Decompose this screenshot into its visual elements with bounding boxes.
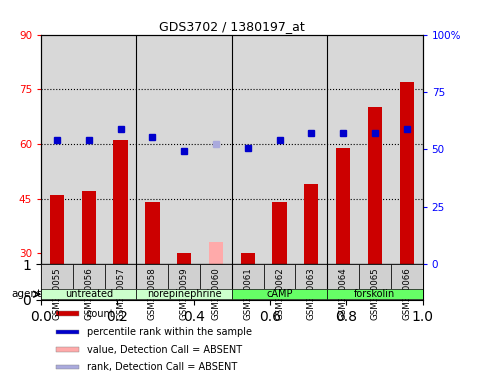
FancyBboxPatch shape	[391, 264, 423, 289]
FancyBboxPatch shape	[296, 264, 327, 289]
Bar	[82, 191, 96, 264]
FancyBboxPatch shape	[232, 264, 264, 289]
Text: count: count	[87, 309, 114, 319]
FancyBboxPatch shape	[105, 264, 137, 289]
Text: GSM310065: GSM310065	[370, 267, 380, 320]
Text: GSM310056: GSM310056	[84, 267, 93, 320]
FancyBboxPatch shape	[327, 264, 359, 289]
Text: rank, Detection Call = ABSENT: rank, Detection Call = ABSENT	[87, 362, 237, 372]
Bar	[368, 108, 382, 264]
Text: GSM310055: GSM310055	[53, 267, 61, 320]
FancyBboxPatch shape	[57, 329, 79, 334]
Bar	[177, 253, 191, 264]
Text: forskolin: forskolin	[355, 289, 396, 299]
Text: GSM310066: GSM310066	[402, 267, 411, 320]
FancyBboxPatch shape	[137, 264, 168, 289]
Text: norepinephrine: norepinephrine	[147, 289, 222, 299]
Bar	[399, 82, 414, 264]
Bar	[114, 140, 128, 264]
Bar	[272, 202, 287, 264]
Text: GSM310064: GSM310064	[339, 267, 348, 320]
Bar	[145, 202, 159, 264]
FancyBboxPatch shape	[137, 289, 232, 299]
Text: GSM310062: GSM310062	[275, 267, 284, 320]
Text: GSM310057: GSM310057	[116, 267, 125, 320]
FancyBboxPatch shape	[57, 311, 79, 316]
Bar	[209, 242, 223, 264]
FancyBboxPatch shape	[327, 289, 423, 299]
Text: GSM310059: GSM310059	[180, 267, 189, 319]
Text: cAMP: cAMP	[266, 289, 293, 299]
Text: agent: agent	[11, 289, 41, 299]
Bar	[336, 147, 350, 264]
FancyBboxPatch shape	[41, 264, 73, 289]
FancyBboxPatch shape	[57, 365, 79, 369]
Text: GSM310063: GSM310063	[307, 267, 316, 320]
FancyBboxPatch shape	[200, 264, 232, 289]
Text: value, Detection Call = ABSENT: value, Detection Call = ABSENT	[87, 344, 242, 354]
FancyBboxPatch shape	[57, 347, 79, 352]
Bar	[241, 253, 255, 264]
Text: untreated: untreated	[65, 289, 113, 299]
FancyBboxPatch shape	[359, 264, 391, 289]
FancyBboxPatch shape	[232, 289, 327, 299]
Text: GSM310060: GSM310060	[212, 267, 220, 320]
Title: GDS3702 / 1380197_at: GDS3702 / 1380197_at	[159, 20, 305, 33]
Text: GSM310058: GSM310058	[148, 267, 157, 320]
FancyBboxPatch shape	[264, 264, 296, 289]
Text: percentile rank within the sample: percentile rank within the sample	[87, 327, 252, 337]
Bar	[304, 184, 318, 264]
FancyBboxPatch shape	[168, 264, 200, 289]
FancyBboxPatch shape	[41, 289, 137, 299]
Text: GSM310061: GSM310061	[243, 267, 252, 320]
Bar	[50, 195, 64, 264]
FancyBboxPatch shape	[73, 264, 105, 289]
